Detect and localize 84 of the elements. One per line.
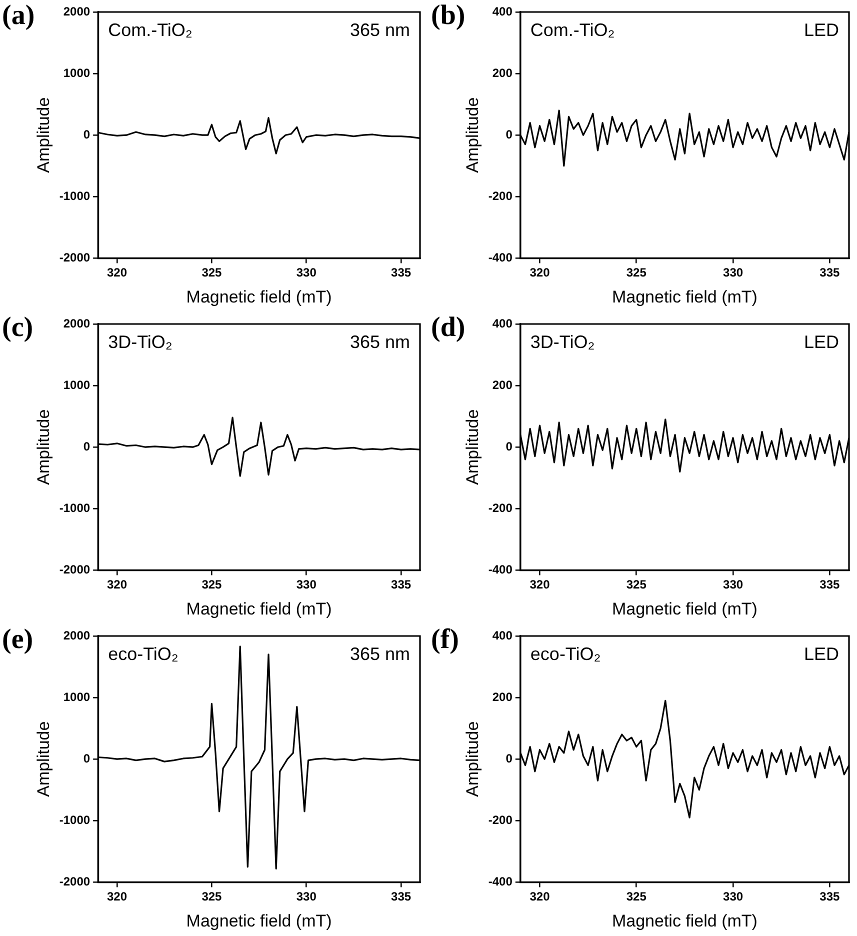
x-axis-title: Magnetic field (mT) — [612, 911, 758, 930]
annotation: 365 nm — [350, 332, 410, 352]
y-tick-label: -400 — [488, 874, 513, 889]
x-axis-title: Magnetic field (mT) — [186, 287, 332, 306]
annotation: Com.-TiO₂ — [108, 20, 192, 40]
x-tick-label: 335 — [391, 266, 412, 280]
x-tick-label: 330 — [296, 578, 317, 592]
y-axis-title: Amplitude — [462, 97, 482, 173]
x-tick-label: 330 — [723, 266, 744, 280]
y-tick-label: -2000 — [59, 562, 90, 577]
y-tick-label: -1000 — [59, 812, 90, 827]
x-axis-title: Magnetic field (mT) — [186, 911, 332, 930]
y-tick-label: 200 — [492, 66, 513, 80]
x-tick-label: 325 — [202, 578, 222, 592]
x-tick-label: 335 — [391, 578, 412, 592]
y-tick-label: 400 — [492, 316, 513, 330]
y-tick-label: -200 — [488, 188, 513, 203]
x-axis-title: Magnetic field (mT) — [612, 287, 758, 306]
x-tick-label: 335 — [820, 266, 840, 280]
x-tick-label: 320 — [530, 890, 550, 904]
y-tick-label: 2000 — [63, 316, 90, 330]
y-tick-label: 0 — [83, 127, 90, 142]
x-tick-label: 330 — [723, 890, 744, 904]
x-tick-label: 325 — [202, 266, 222, 280]
y-tick-label: 2000 — [63, 628, 90, 642]
y-tick-label: -1000 — [59, 500, 90, 515]
y-axis-title: Amplitude — [34, 97, 53, 173]
annotation: LED — [804, 644, 839, 664]
y-axis-title: Amplitude — [34, 721, 53, 797]
y-tick-label: 0 — [83, 439, 90, 454]
y-tick-label: 1000 — [63, 690, 90, 704]
x-tick-label: 320 — [107, 890, 128, 904]
annotation: eco-TiO₂ — [530, 644, 601, 664]
y-tick-label: 1000 — [63, 66, 90, 80]
y-tick-label: 200 — [492, 690, 513, 704]
y-tick-label: 0 — [83, 751, 90, 766]
x-tick-label: 325 — [202, 890, 222, 904]
x-tick-label: 320 — [530, 578, 550, 592]
y-tick-label: 1000 — [63, 378, 90, 392]
y-tick-label: 400 — [492, 628, 513, 642]
text: (f) — [431, 624, 459, 656]
annotation: 365 nm — [350, 644, 410, 664]
y-tick-label: -2000 — [59, 250, 90, 265]
x-tick-label: 330 — [296, 890, 317, 904]
x-axis-title: Magnetic field (mT) — [612, 599, 758, 618]
y-tick-label: 400 — [492, 4, 513, 18]
annotation: eco-TiO₂ — [108, 644, 178, 664]
y-tick-label: -400 — [488, 562, 513, 577]
text: (e) — [2, 624, 34, 656]
text: (b) — [431, 0, 466, 32]
x-tick-label: 335 — [820, 578, 840, 592]
x-tick-label: 320 — [107, 578, 128, 592]
annotation: 3D-TiO₂ — [530, 332, 595, 352]
text: (c) — [2, 312, 34, 344]
y-tick-label: -200 — [488, 812, 513, 827]
x-tick-label: 325 — [626, 266, 647, 280]
annotation: LED — [804, 332, 839, 352]
y-tick-label: -400 — [488, 250, 513, 265]
annotation: 3D-TiO₂ — [108, 332, 172, 352]
x-tick-label: 320 — [530, 266, 550, 280]
text: (a) — [2, 0, 35, 32]
y-tick-label: 2000 — [63, 4, 90, 18]
y-tick-label: 0 — [506, 127, 513, 142]
x-tick-label: 335 — [391, 890, 412, 904]
x-tick-label: 320 — [107, 266, 128, 280]
x-tick-label: 330 — [296, 266, 317, 280]
y-tick-label: 0 — [506, 439, 513, 454]
x-tick-label: 330 — [723, 578, 744, 592]
y-tick-label: -1000 — [59, 188, 90, 203]
text: (d) — [431, 312, 466, 344]
x-tick-label: 325 — [626, 578, 647, 592]
y-tick-label: 200 — [492, 378, 513, 392]
y-axis-title: Amplitude — [34, 409, 53, 485]
y-tick-label: -200 — [488, 500, 513, 515]
annotation: Com.-TiO₂ — [530, 20, 615, 40]
annotation: LED — [804, 20, 839, 40]
y-axis-title: Amplitude — [462, 409, 482, 485]
y-axis-title: Amplitude — [462, 721, 482, 797]
x-tick-label: 335 — [820, 890, 840, 904]
y-tick-label: 0 — [506, 751, 513, 766]
x-axis-title: Magnetic field (mT) — [186, 599, 332, 618]
y-tick-label: -2000 — [59, 874, 90, 889]
annotation: 365 nm — [350, 20, 410, 40]
x-tick-label: 325 — [626, 890, 647, 904]
